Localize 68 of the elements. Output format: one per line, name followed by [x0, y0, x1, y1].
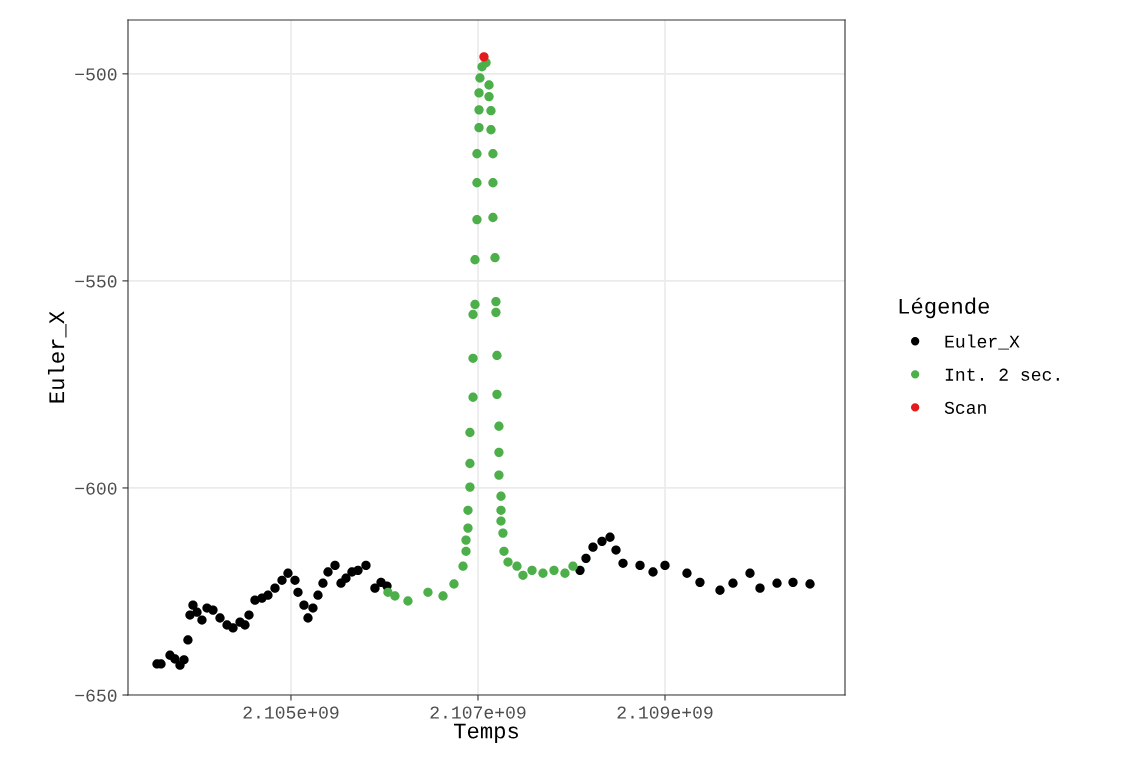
point [403, 596, 413, 606]
point [490, 253, 500, 263]
point [496, 505, 506, 515]
point [494, 447, 504, 457]
point [498, 528, 508, 538]
point [494, 421, 504, 431]
point [512, 561, 522, 571]
y-tick-label: −550 [75, 275, 117, 288]
point [468, 309, 478, 320]
point [472, 214, 482, 225]
point [518, 570, 528, 580]
y-tick-label: −500 [75, 68, 117, 81]
point [423, 587, 433, 597]
point [492, 350, 502, 361]
point [383, 587, 393, 597]
point [465, 427, 475, 438]
point [461, 535, 471, 545]
point [484, 80, 494, 90]
legend-label: Scan [944, 401, 986, 414]
point [470, 255, 480, 265]
point [496, 516, 506, 526]
point [494, 470, 504, 480]
point [390, 591, 400, 601]
point [484, 91, 494, 102]
point [465, 482, 475, 492]
point [449, 579, 459, 589]
point [560, 568, 570, 578]
legend-label: Euler_X [945, 334, 1020, 350]
point [470, 299, 480, 310]
point [492, 389, 502, 400]
point [475, 73, 485, 83]
point [474, 105, 484, 115]
point [538, 568, 548, 578]
point [463, 523, 473, 533]
point [474, 123, 484, 133]
point [486, 125, 496, 135]
legend-title: Légende [899, 297, 989, 319]
point [479, 52, 489, 62]
y-tick-label: −600 [75, 482, 117, 495]
point [491, 307, 501, 318]
point [474, 88, 484, 98]
point [461, 546, 471, 556]
point [438, 591, 448, 601]
point [488, 178, 498, 188]
point [465, 458, 475, 469]
x-axis-title: Temps [453, 723, 518, 743]
point [503, 557, 513, 567]
x-tick-label: 2.107e+09 [430, 706, 526, 719]
point [488, 212, 498, 223]
point [496, 491, 506, 501]
point [468, 392, 478, 402]
point [458, 561, 468, 571]
point [468, 353, 478, 363]
point [463, 505, 473, 515]
x-tick-label: 2.109e+09 [617, 706, 713, 719]
legend-label: Int. 2 sec. [945, 368, 1059, 381]
point [499, 546, 509, 556]
point [527, 565, 537, 576]
point [486, 106, 496, 116]
point [472, 178, 482, 188]
y-tick-label: −650 [75, 689, 117, 702]
point [472, 149, 482, 159]
point [549, 565, 559, 576]
point [491, 296, 501, 307]
y-axis-title: Euler_X [47, 311, 67, 403]
point [488, 149, 498, 159]
x-tick-label: 2.105e+09 [243, 706, 339, 719]
point [568, 561, 578, 571]
